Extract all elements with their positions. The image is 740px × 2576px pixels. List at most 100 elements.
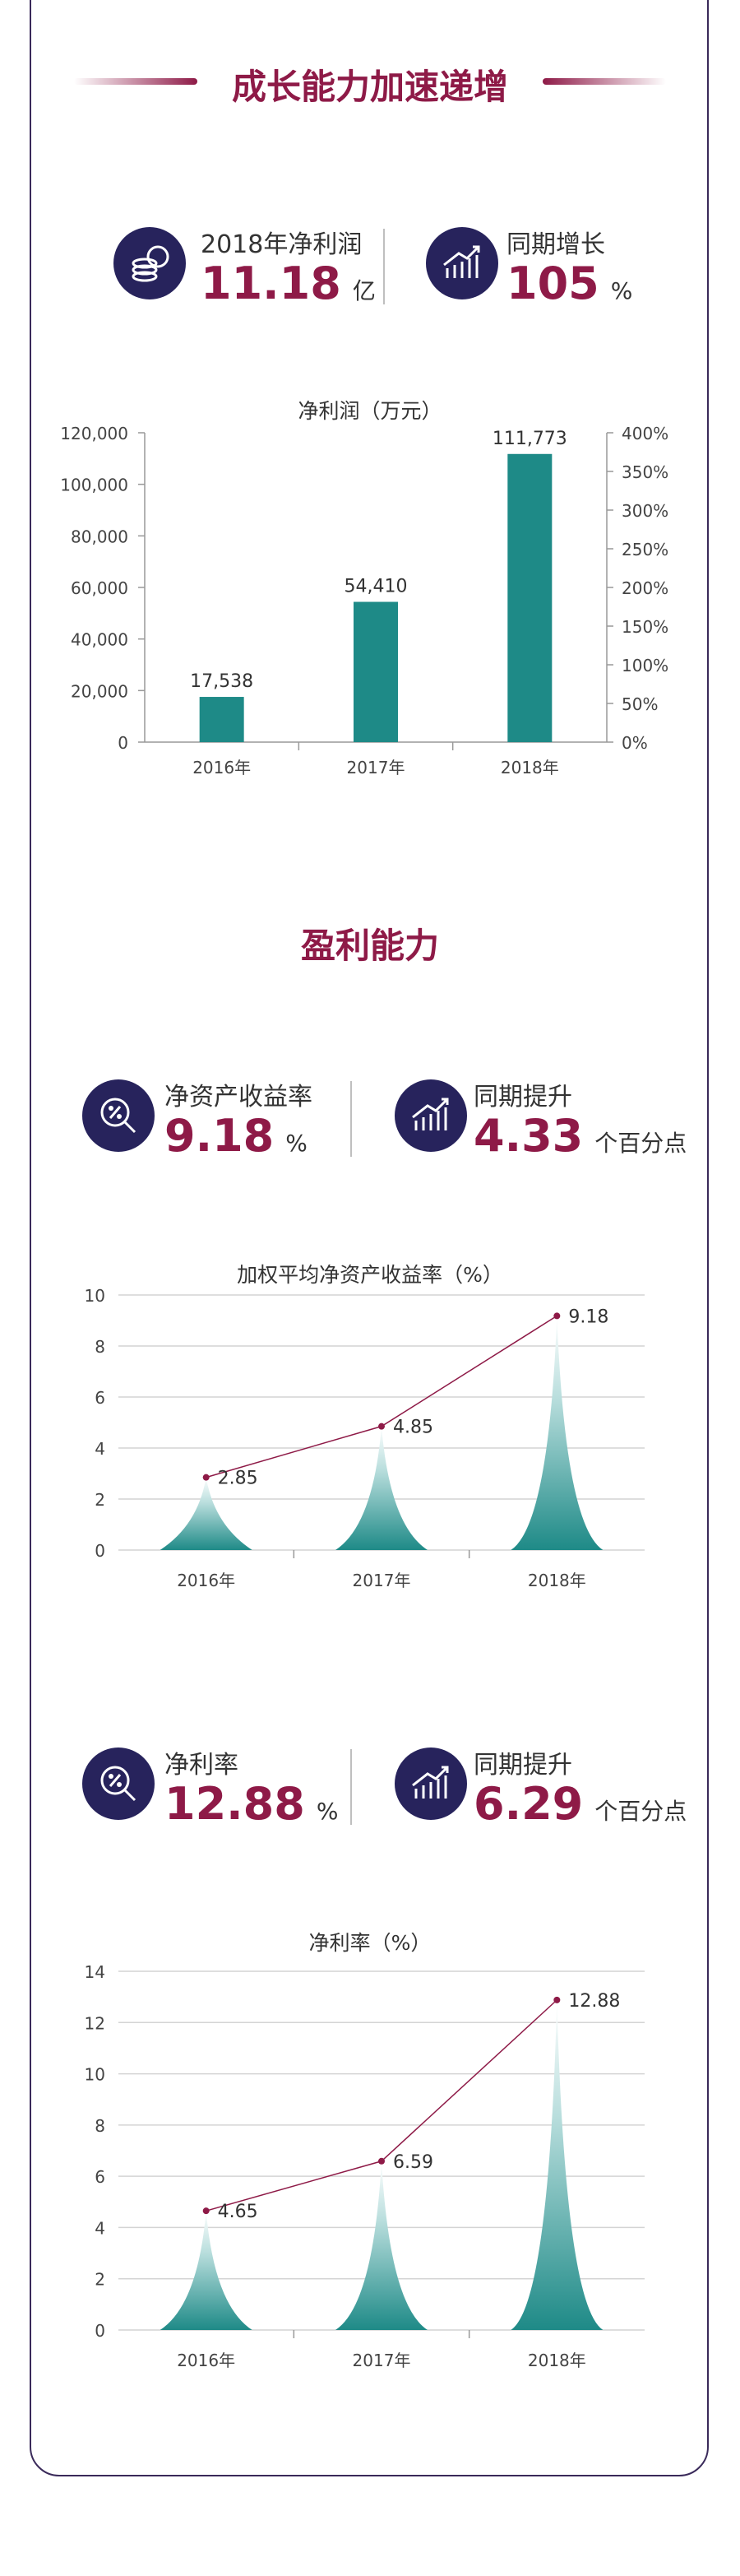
y2-tick-label: 100% (622, 656, 668, 675)
stat-label: 同期提升 (474, 1751, 572, 1780)
y-tick-label: 2 (95, 1490, 105, 1510)
stat-divider (350, 1749, 352, 1825)
data-label: 54,410 (345, 577, 408, 597)
percent-magnifier-icon (82, 1079, 155, 1152)
y-tick-label: 10 (85, 2065, 105, 2085)
bar (354, 601, 398, 742)
growth-chart-icon (426, 227, 498, 299)
y-tick-label: 4 (95, 1439, 105, 1459)
title-decoration-right (543, 78, 666, 85)
stat-number: 11.18 (201, 258, 341, 309)
y2-tick-label: 250% (622, 540, 668, 559)
peak-shape (160, 2211, 252, 2330)
y2-tick-label: 400% (622, 424, 668, 443)
chart-title: 净利率（%） (308, 1931, 432, 1955)
stat-unit: 亿 (352, 277, 376, 304)
y2-tick-label: 300% (622, 501, 668, 521)
roe-area-chart: 0 2 4 6 8 10 2016年 2017年 2018年 2.85 4.85 9.18 (85, 1286, 645, 1590)
stat-value: 4.33 个百分点 (474, 1114, 687, 1158)
y2-tick-label: 150% (622, 617, 668, 637)
y-tick-label: 40,000 (71, 630, 128, 650)
stat-label: 同期提升 (474, 1083, 572, 1112)
stat-unit: % (610, 277, 633, 304)
net-profit-bar-chart: 0 20,000 40,000 60,000 80,000 100,000 120,000 0… (60, 424, 668, 777)
y-tick-label: 8 (95, 1337, 105, 1357)
data-label: 6.59 (393, 2152, 433, 2173)
stat-label: 净利率 (164, 1751, 238, 1780)
coins-icon (113, 227, 186, 299)
y-tick-label: 20,000 (71, 681, 128, 701)
stat-number: 6.29 (474, 1778, 584, 1830)
x-tick-label: 2018年 (501, 758, 559, 777)
section-title: 盈利能力 (300, 926, 439, 966)
data-point (378, 2157, 385, 2165)
data-label: 12.88 (568, 1991, 620, 2012)
x-tick-label: 2018年 (528, 1571, 586, 1590)
y-tick-label: 60,000 (71, 578, 128, 598)
stat-unit: 个百分点 (594, 1130, 687, 1157)
stat-label: 2018年净利润 (201, 230, 363, 259)
stat-divider (383, 229, 385, 304)
y-tick-label: 120,000 (60, 424, 128, 443)
data-label: 4.85 (393, 1418, 433, 1438)
data-point (378, 1423, 385, 1430)
y-tick-label: 6 (95, 1388, 105, 1408)
y2-tick-label: 350% (622, 462, 668, 482)
y-tick-label: 14 (85, 1962, 105, 1982)
y-tick-label: 10 (85, 1286, 105, 1306)
y-tick-label: 8 (95, 2116, 105, 2136)
x-tick-label: 2017年 (347, 758, 405, 777)
stat-label: 同期增长 (506, 230, 605, 259)
content-card (30, 0, 709, 2476)
y-tick-label: 4 (95, 2218, 105, 2238)
data-label: 9.18 (568, 1307, 608, 1327)
bar (507, 453, 553, 742)
stat-label: 净资产收益率 (164, 1083, 312, 1112)
data-label: 4.65 (218, 2202, 258, 2222)
stat-number: 105 (506, 258, 599, 309)
y-tick-label: 6 (95, 2167, 105, 2187)
x-tick-label: 2018年 (528, 2351, 586, 2370)
data-point (202, 2207, 210, 2215)
stat-value: 6.29 个百分点 (474, 1782, 687, 1826)
data-label: 17,538 (190, 671, 253, 692)
stat-value: 12.88% (164, 1782, 338, 1826)
growth-chart-icon (395, 1748, 467, 1820)
data-label: 111,773 (493, 429, 567, 449)
growth-chart-icon (395, 1079, 467, 1152)
y-tick-label: 12 (85, 2013, 105, 2033)
data-point (553, 1312, 561, 1320)
peak-shape (511, 1316, 604, 1550)
x-tick-label: 2016年 (177, 1571, 235, 1590)
x-tick-label: 2016年 (177, 2351, 235, 2370)
peak-shape (335, 1426, 428, 1550)
peak-shape (511, 1999, 604, 2330)
y-tick-label: 80,000 (71, 527, 128, 546)
chart-title: 净利润（万元） (298, 399, 442, 423)
y-tick-label: 100,000 (60, 476, 128, 495)
stat-number: 12.88 (164, 1778, 305, 1830)
y-tick-label: 0 (95, 1541, 105, 1561)
x-tick-label: 2017年 (353, 2351, 411, 2370)
title-decoration-left (74, 78, 197, 85)
x-tick-label: 2017年 (353, 1571, 411, 1590)
data-point (553, 1996, 561, 2003)
peak-shape (335, 2161, 428, 2330)
section-title: 成长能力加速递增 (231, 67, 508, 107)
stat-number: 9.18 (164, 1110, 275, 1162)
y-tick-label: 2 (95, 2270, 105, 2290)
percent-magnifier-icon (82, 1748, 155, 1820)
y2-tick-label: 0% (622, 733, 648, 753)
stat-value: 11.18 亿 (201, 262, 376, 306)
x-tick-label: 2016年 (192, 758, 251, 777)
stat-number: 4.33 (474, 1110, 584, 1162)
stat-divider (350, 1081, 352, 1157)
data-point (202, 1474, 210, 1481)
net-margin-area-chart: 0 2 4 6 8 10 12 14 2016年 2017年 2018年 4.65 6.59 12.88 (85, 1962, 645, 2370)
peak-shape (160, 1477, 252, 1550)
stat-unit: % (285, 1130, 308, 1157)
stat-value: 105% (506, 262, 632, 306)
stat-unit: 个百分点 (594, 1798, 687, 1825)
y2-tick-label: 50% (622, 694, 658, 714)
data-label: 2.85 (218, 1469, 258, 1489)
